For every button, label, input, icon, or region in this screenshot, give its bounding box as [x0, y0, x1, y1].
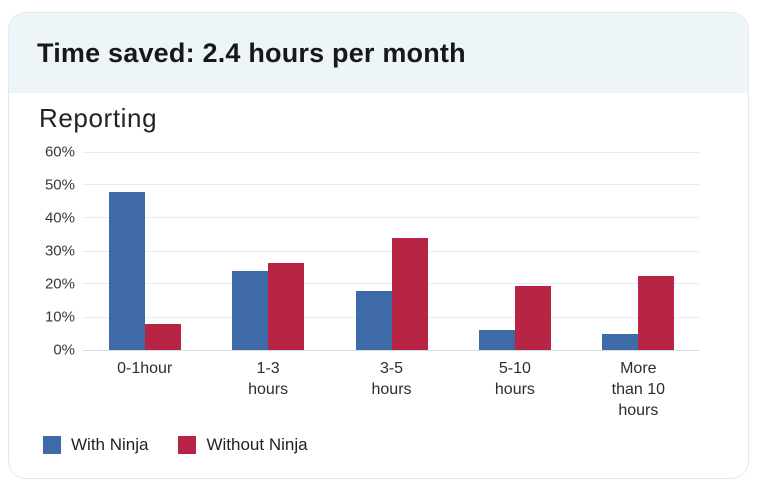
- x-label-0-1hour: 0-1hour: [117, 360, 173, 377]
- card-body: Reporting 60% 50% 40% 30% 20% 10% 0% 0-1hour 1-…: [9, 93, 748, 455]
- y-tick-label: 30%: [44, 242, 75, 260]
- card-header: Time saved: 2.4 hours per month: [9, 13, 748, 93]
- card-title: Time saved: 2.4 hours per month: [37, 37, 466, 68]
- y-tick-label: 60%: [44, 143, 75, 161]
- gridline: [83, 217, 700, 219]
- bar-group-0-1hour: [83, 152, 206, 350]
- x-label-5-10-hours: 5-10 hours: [494, 360, 535, 398]
- y-tick-label: 20%: [44, 275, 75, 293]
- bar-group-5-10-hours: [453, 152, 576, 350]
- y-tick-label: 0%: [53, 341, 75, 359]
- bar-with-ninja-0-1hour: [108, 191, 145, 350]
- x-axis: 0-1hour 1-3 hours 3-5 hours 5-10 hours More than…: [83, 358, 700, 421]
- time-saved-card: Time saved: 2.4 hours per month Reportin…: [8, 12, 749, 479]
- legend-label: With Ninja: [71, 435, 149, 454]
- y-tick-label: 10%: [44, 308, 75, 326]
- legend-label: Without Ninja: [206, 435, 308, 454]
- bar-with-ninja-3-5-hours: [355, 290, 392, 350]
- plot-area: [83, 151, 700, 351]
- legend-item-without-ninja: Without Ninja: [178, 435, 308, 455]
- bar-without-ninja-1-3-hours: [268, 262, 305, 350]
- chart-title: Reporting: [39, 103, 158, 133]
- bar-chart: 60% 50% 40% 30% 20% 10% 0%: [37, 144, 720, 359]
- bar-with-ninja-more-than-10-hours: [602, 333, 639, 350]
- x-label-more-than-10-hours: More than 10 hours: [611, 360, 666, 419]
- y-axis: 60% 50% 40% 30% 20% 10% 0%: [37, 144, 83, 359]
- legend: With Ninja Without Ninja: [43, 435, 720, 455]
- gridline: [83, 184, 700, 186]
- legend-swatch-with-ninja: [43, 436, 61, 454]
- gridline: [83, 283, 700, 285]
- bar-without-ninja-5-10-hours: [514, 285, 551, 350]
- bar-group-1-3-hours: [206, 152, 329, 350]
- x-label-3-5-hours: 3-5 hours: [371, 360, 412, 398]
- bar-with-ninja-1-3-hours: [232, 270, 269, 350]
- bar-group-more-than-10-hours: [577, 152, 700, 350]
- bar-group-3-5-hours: [330, 152, 453, 350]
- gridline: [83, 151, 700, 153]
- y-tick-label: 50%: [44, 176, 75, 194]
- x-label-1-3-hours: 1-3 hours: [248, 360, 289, 398]
- bar-without-ninja-0-1hour: [144, 323, 181, 350]
- legend-item-with-ninja: With Ninja: [43, 435, 148, 455]
- bar-with-ninja-5-10-hours: [478, 330, 515, 350]
- y-tick-label: 40%: [44, 209, 75, 227]
- bar-without-ninja-more-than-10-hours: [638, 275, 675, 350]
- legend-swatch-without-ninja: [178, 436, 197, 454]
- bar-without-ninja-3-5-hours: [391, 237, 428, 350]
- gridline: [83, 349, 700, 351]
- gridline: [83, 250, 700, 252]
- bar-groups: [83, 152, 700, 350]
